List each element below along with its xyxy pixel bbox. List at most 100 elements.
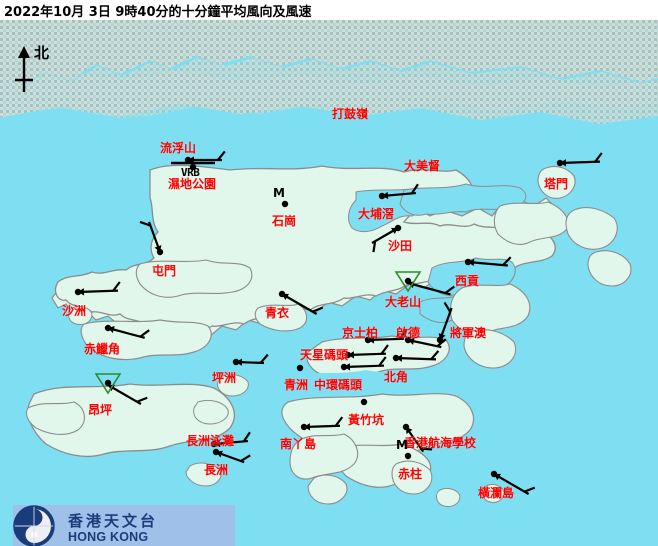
wind-barb-tick	[421, 447, 433, 451]
station-label: 濕地公園	[168, 177, 217, 191]
page-title: 2022年10月 3日 9時40分的十分鐘平均風向及風速	[4, 5, 312, 20]
station-label: 昂坪	[88, 403, 113, 417]
hei-ling-chau	[193, 399, 229, 425]
station-dot-marker[interactable]	[464, 258, 472, 266]
wind-barb-tick	[410, 183, 419, 195]
wind-barb-tick	[524, 486, 536, 493]
station-label: 中環碼頭	[314, 378, 363, 392]
peng-chau-island	[217, 373, 249, 397]
station-label: 石崗	[272, 214, 297, 228]
station-dot-marker[interactable]	[296, 364, 304, 372]
station-dot-marker[interactable]	[74, 288, 82, 296]
wind-barb-shaft	[493, 473, 530, 495]
north-label: 北	[34, 44, 50, 62]
wind-barb-tick	[372, 241, 377, 253]
station-dot-marker[interactable]	[436, 336, 444, 344]
hko-logo: 香港天文台 HONG KONG OBSERVATORY	[13, 505, 235, 546]
wind-barb-tick	[217, 150, 226, 161]
observatory-swirl-icon	[13, 505, 55, 546]
station-dot-marker[interactable]	[281, 200, 289, 208]
station-label: 黃竹坑	[348, 413, 385, 427]
wind-barb-shaft	[77, 289, 119, 294]
wind-barb-shaft	[343, 364, 385, 369]
station-label: 啟德	[396, 326, 421, 340]
wind-barb-shaft	[347, 352, 387, 357]
station-dot-marker[interactable]	[212, 448, 220, 456]
wind-barb-tick	[136, 396, 148, 403]
station-label: 橫瀾島	[478, 486, 515, 500]
station-dot-marker[interactable]	[402, 423, 410, 431]
wind-barb-tick	[443, 301, 452, 313]
station-dot-marker[interactable]	[392, 354, 400, 362]
map-canvas: 打鼓嶺 流浮山 濕地公園 VRB 大美督 塔門 石崗 M 大埔滘 沙田 屯門 西貢 沙洲 青衣 大老山 赤鱲角…	[0, 20, 658, 546]
station-dot-marker[interactable]	[104, 379, 112, 387]
station-label: 塔門	[544, 177, 569, 191]
wind-barb-tick	[240, 454, 251, 462]
station-dot-marker[interactable]	[404, 452, 412, 460]
mountain-station-triangle-icon	[94, 373, 122, 395]
station-dot-marker[interactable]	[104, 324, 112, 332]
wind-barb-tick	[502, 256, 512, 266]
logo-chinese-text: 香港天文台	[68, 512, 159, 530]
wind-barb-shaft	[407, 281, 451, 296]
station-label: 北角	[384, 370, 409, 384]
station-dot-marker[interactable]	[404, 336, 412, 344]
station-label: 沙洲	[62, 304, 87, 318]
sha-chau-island	[68, 305, 93, 325]
north-arrow: 北	[8, 44, 68, 96]
wind-barb-tick	[112, 281, 121, 292]
lantau-west	[25, 401, 85, 436]
station-dot-marker[interactable]	[156, 248, 164, 256]
wind-barb-shaft	[303, 424, 341, 429]
wind-barb-tick	[398, 329, 408, 340]
station-dot-marker[interactable]	[490, 470, 498, 478]
lamma-island	[289, 433, 359, 480]
wind-barb-tick	[259, 353, 269, 364]
station-label: 赤柱	[398, 467, 423, 481]
mainland-patch	[0, 70, 658, 118]
wind-barb-tick	[378, 356, 387, 367]
tap-mun-island	[537, 165, 576, 199]
station-dot-marker[interactable]	[556, 159, 564, 167]
station-dot-marker[interactable]	[394, 224, 402, 232]
station-label: 流浮山	[160, 141, 197, 155]
station-label: 將軍澳	[450, 326, 487, 340]
station-dot-marker[interactable]	[210, 440, 218, 448]
station-dot-marker[interactable]	[278, 290, 286, 298]
missing-data-marker: M	[396, 438, 408, 452]
ne-islands-2	[587, 250, 632, 287]
station-label: 南丫島	[280, 437, 317, 451]
sai-kung-islands	[493, 201, 569, 245]
variable-wind-label: VRB	[181, 166, 200, 179]
station-dot-marker[interactable]	[344, 351, 352, 359]
po-toi-island	[436, 487, 461, 507]
cheung-chau-island	[185, 462, 222, 487]
wind-barb-shaft	[367, 337, 405, 342]
station-dot-marker[interactable]	[378, 192, 386, 200]
station-label: 大埔滘	[358, 207, 395, 221]
station-label: 青洲	[284, 378, 309, 392]
wind-barb-shaft	[467, 260, 508, 267]
wind-barb-shaft	[107, 384, 142, 405]
station-label: 屯門	[152, 264, 177, 278]
wind-barb-tick	[242, 431, 251, 443]
wind-barb-tick	[430, 350, 440, 360]
station-dot-marker[interactable]	[364, 336, 372, 344]
station-dot-marker[interactable]	[360, 398, 368, 406]
station-dot-marker[interactable]	[340, 363, 348, 371]
station-dot-marker[interactable]	[404, 277, 412, 285]
station-label: 大老山	[385, 295, 422, 309]
station-label: 京士柏	[342, 326, 379, 340]
mountain-station-triangle-icon	[394, 271, 422, 293]
wind-barb-tick	[312, 306, 324, 313]
wind-barb-shaft	[281, 293, 318, 315]
station-dot-marker[interactable]	[189, 163, 197, 171]
tuen-mun-coast	[135, 259, 253, 298]
tsing-yi-island	[254, 303, 308, 332]
wind-barb-tick	[139, 329, 150, 338]
station-dot-marker[interactable]	[300, 423, 308, 431]
ne-islands	[565, 207, 618, 250]
station-dot-marker[interactable]	[232, 358, 240, 366]
station-dot-marker[interactable]	[184, 156, 192, 164]
